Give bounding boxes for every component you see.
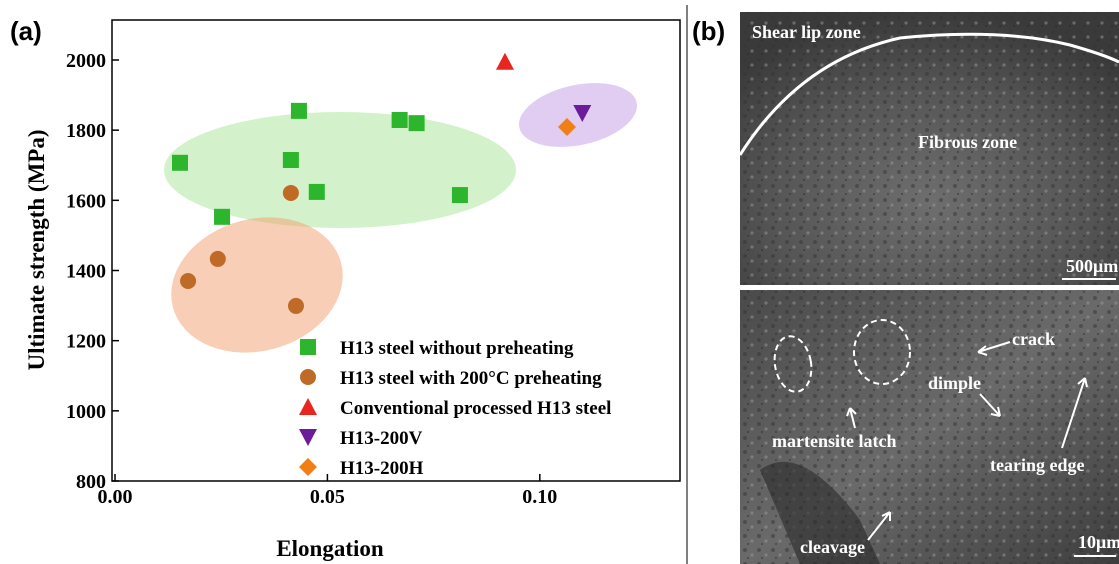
legend-marker: [299, 429, 317, 446]
data-point: [283, 185, 299, 201]
x-tick-label: 0.10: [522, 486, 557, 508]
y-tick-label: 1000: [66, 401, 106, 423]
legend-marker: [299, 458, 317, 476]
x-tick-label: 0.05: [310, 486, 345, 508]
legend-label: H13-200V: [340, 428, 423, 449]
y-tick-label: 1600: [66, 190, 106, 212]
legend-label: H13 steel without preheating: [340, 338, 574, 359]
annotation: Fibrous zone: [918, 132, 1017, 152]
annotation: martensite latch: [772, 431, 896, 451]
legend-label: H13 steel with 200°C preheating: [340, 368, 602, 389]
legend-marker: [300, 369, 316, 385]
data-point: [288, 298, 304, 314]
data-point: [172, 155, 188, 171]
purple-region: [513, 73, 643, 157]
scatter-panel: (a) Elongation Ultimate strength (MPa) 8…: [10, 16, 680, 561]
scale-bar-label: 10μm: [1078, 532, 1119, 552]
annotation: Shear lip zone: [752, 22, 861, 42]
scale-bar-label: 500μm: [1066, 256, 1118, 276]
legend-marker: [299, 398, 317, 415]
data-point: [214, 209, 230, 225]
data-point: [452, 187, 468, 203]
panel-label: (b): [692, 16, 725, 46]
y-tick-label: 2000: [66, 50, 106, 72]
legend-label: H13-200H: [340, 458, 424, 479]
legend-marker: [300, 339, 316, 355]
annotation: cleavage: [800, 537, 865, 557]
data-point: [496, 53, 514, 70]
figure: (a) Elongation Ultimate strength (MPa) 8…: [0, 0, 1119, 564]
y-tick-label: 1400: [66, 260, 106, 282]
data-point: [291, 103, 307, 119]
data-point: [392, 112, 408, 128]
y-tick-label: 1800: [66, 120, 106, 142]
data-point: [210, 251, 226, 267]
x-axis-label: Elongation: [276, 536, 384, 561]
legend-label: Conventional processed H13 steel: [340, 398, 611, 419]
data-point: [309, 184, 325, 200]
data-point: [283, 152, 299, 168]
annotation: tearing edge: [990, 455, 1084, 475]
x-tick-label: 0.00: [98, 486, 133, 508]
annotation: crack: [1012, 329, 1055, 349]
annotation: dimple: [928, 373, 981, 393]
y-axis-label: Ultimate strength (MPa): [24, 129, 49, 370]
data-point: [180, 273, 196, 289]
data-point: [409, 115, 425, 131]
panel-label: (a): [10, 16, 42, 46]
image-panel: (b) Shear lip zone Fibrous zone 500μm cr…: [692, 12, 1119, 564]
y-tick-label: 1200: [66, 331, 106, 353]
